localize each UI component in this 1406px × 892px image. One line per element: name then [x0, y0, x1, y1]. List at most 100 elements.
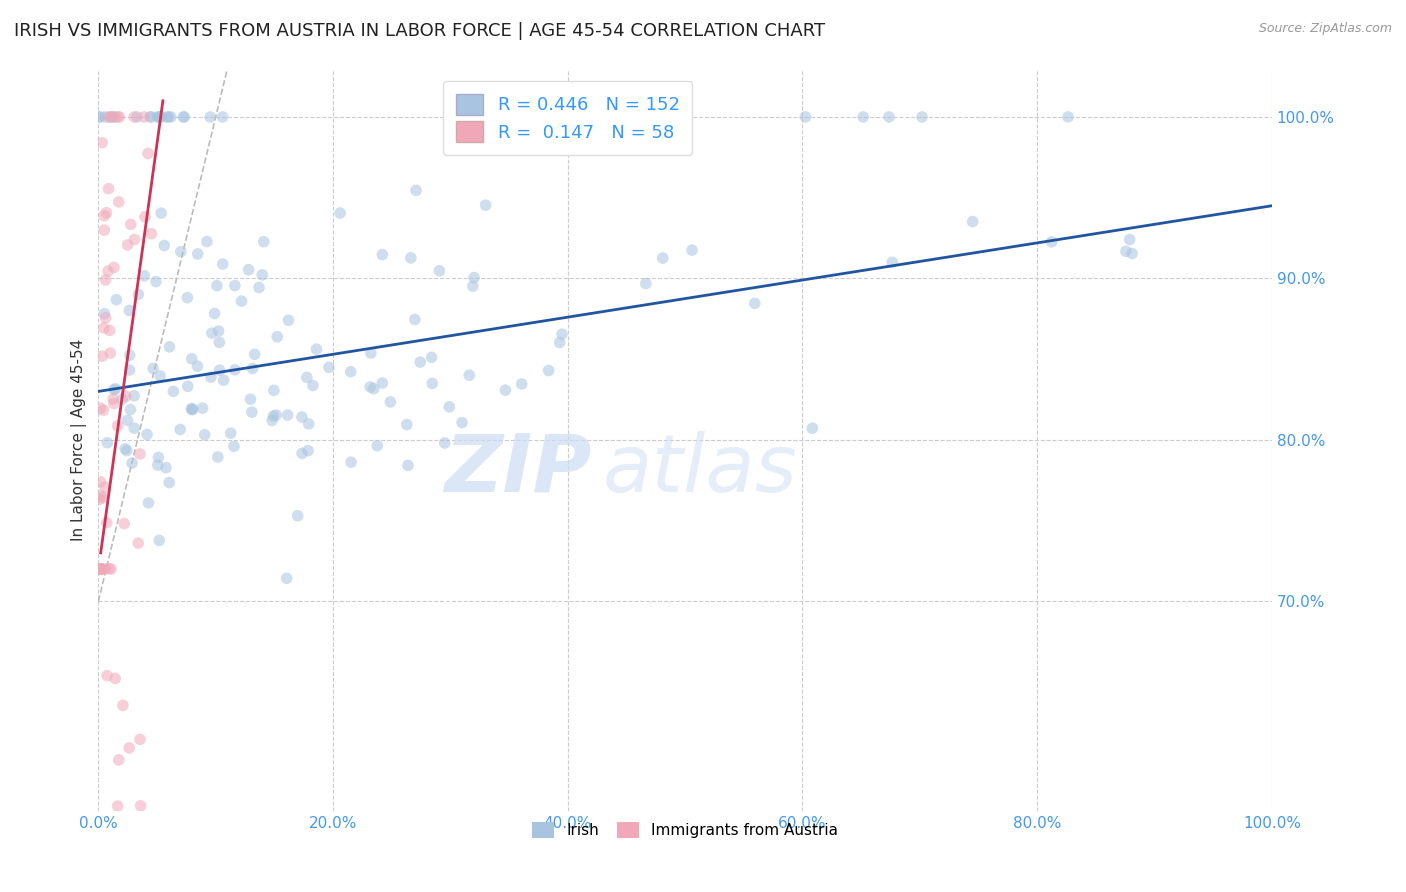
Point	[180, 351, 202, 366]
Point	[90, 401, 112, 416]
Point	[149, 110, 172, 124]
Point	[157, 340, 180, 354]
Point	[794, 110, 817, 124]
Point	[107, 753, 129, 767]
Point	[243, 347, 266, 361]
Point	[238, 262, 260, 277]
Point	[211, 257, 233, 271]
Point	[120, 218, 142, 232]
Point	[146, 458, 169, 472]
Point	[157, 475, 180, 490]
Point	[120, 402, 142, 417]
Point	[463, 270, 485, 285]
Point	[169, 423, 191, 437]
Point	[186, 359, 208, 374]
Point	[156, 110, 179, 124]
Point	[101, 110, 124, 124]
Point	[93, 209, 115, 223]
Point	[149, 369, 172, 384]
Point	[264, 408, 287, 422]
Point	[340, 455, 363, 469]
Point	[247, 280, 270, 294]
Point	[252, 268, 274, 282]
Point	[399, 251, 422, 265]
Point	[801, 421, 824, 435]
Point	[94, 310, 117, 325]
Point	[134, 210, 156, 224]
Point	[136, 146, 159, 161]
Point	[494, 383, 516, 397]
Point	[253, 235, 276, 249]
Point	[124, 232, 146, 246]
Point	[134, 268, 156, 283]
Point	[101, 110, 124, 124]
Point	[219, 426, 242, 441]
Point	[125, 110, 148, 124]
Point	[451, 416, 474, 430]
Point	[1040, 235, 1063, 249]
Point	[537, 363, 560, 377]
Point	[208, 363, 231, 377]
Point	[122, 389, 145, 403]
Point	[181, 402, 204, 417]
Point	[172, 110, 194, 124]
Point	[194, 427, 217, 442]
Point	[882, 255, 904, 269]
Point	[141, 227, 163, 241]
Point	[108, 110, 131, 124]
Point	[222, 439, 245, 453]
Point	[187, 247, 209, 261]
Point	[287, 508, 309, 523]
Point	[90, 562, 112, 576]
Point	[177, 379, 200, 393]
Point	[129, 447, 152, 461]
Point	[124, 421, 146, 435]
Point	[114, 442, 136, 456]
Point	[96, 206, 118, 220]
Point	[150, 206, 173, 220]
Point	[93, 403, 115, 417]
Point	[1057, 110, 1080, 124]
Point	[97, 110, 120, 124]
Text: IRISH VS IMMIGRANTS FROM AUSTRIA IN LABOR FORCE | AGE 45-54 CORRELATION CHART: IRISH VS IMMIGRANTS FROM AUSTRIA IN LABO…	[14, 22, 825, 40]
Point	[107, 418, 129, 433]
Point	[148, 450, 170, 465]
Point	[100, 346, 122, 360]
Point	[911, 110, 934, 124]
Point	[291, 446, 314, 460]
Point	[191, 401, 214, 416]
Point	[111, 392, 134, 407]
Point	[1115, 244, 1137, 259]
Point	[93, 321, 115, 335]
Point	[409, 355, 432, 369]
Point	[297, 443, 319, 458]
Point	[634, 277, 657, 291]
Point	[242, 361, 264, 376]
Point	[89, 110, 111, 124]
Point	[132, 110, 155, 124]
Point	[395, 417, 418, 432]
Point	[122, 110, 145, 124]
Point	[224, 363, 246, 377]
Point	[262, 413, 284, 427]
Point	[136, 427, 159, 442]
Point	[100, 110, 122, 124]
Point	[195, 235, 218, 249]
Point	[329, 206, 352, 220]
Point	[89, 562, 111, 576]
Point	[380, 395, 402, 409]
Point	[89, 562, 111, 576]
Point	[240, 405, 263, 419]
Point	[200, 370, 222, 384]
Point	[510, 376, 533, 391]
Point	[118, 303, 141, 318]
Point	[155, 460, 177, 475]
Point	[239, 392, 262, 407]
Point	[439, 400, 461, 414]
Point	[211, 110, 233, 124]
Point	[458, 368, 481, 383]
Point	[212, 373, 235, 387]
Point	[103, 383, 125, 397]
Point	[93, 307, 115, 321]
Point	[1121, 246, 1143, 260]
